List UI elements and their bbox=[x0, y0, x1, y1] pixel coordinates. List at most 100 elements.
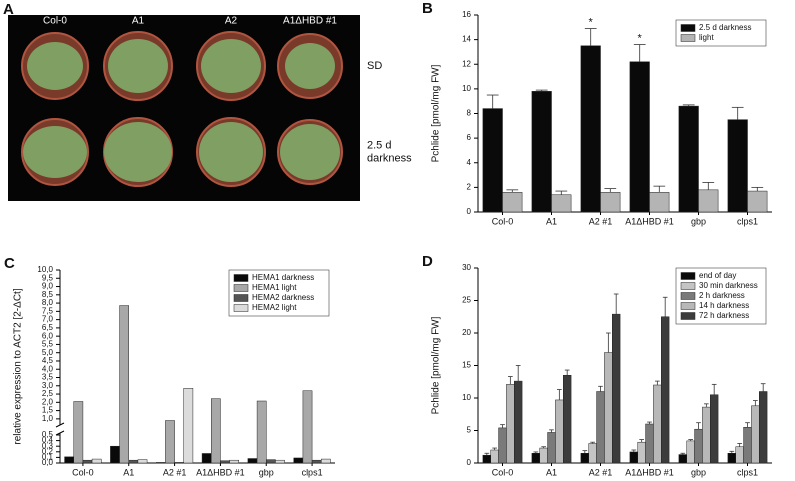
error-bar bbox=[486, 94, 499, 109]
bar bbox=[645, 423, 654, 464]
y-tick-label: 2 bbox=[467, 182, 472, 191]
bar bbox=[661, 316, 670, 464]
bar bbox=[201, 453, 212, 464]
bar bbox=[596, 391, 605, 464]
bar bbox=[137, 459, 148, 464]
bar bbox=[600, 192, 621, 213]
bar bbox=[759, 391, 768, 464]
bar bbox=[183, 388, 194, 464]
panel-letter: B bbox=[422, 0, 433, 17]
y-tick-label: 30 bbox=[462, 263, 471, 272]
y-tick-label: 0,3 bbox=[42, 441, 54, 450]
y-tick-label: 7,5 bbox=[42, 306, 54, 315]
error-bar bbox=[556, 389, 562, 400]
axis-break bbox=[55, 422, 65, 428]
bar bbox=[311, 459, 322, 464]
bar bbox=[91, 458, 102, 464]
bar bbox=[482, 454, 491, 464]
bar bbox=[551, 194, 572, 213]
bar bbox=[743, 427, 752, 464]
y-tick-label: 0,0 bbox=[42, 458, 54, 467]
legend-label: 30 min darkness bbox=[699, 281, 758, 290]
legend-label: 72 h darkness bbox=[699, 311, 749, 320]
bar bbox=[165, 420, 175, 464]
y-tick-label: 20 bbox=[462, 328, 471, 337]
column-label: A1 bbox=[132, 16, 145, 27]
legend-label: 2 h darkness bbox=[699, 291, 745, 300]
bar bbox=[266, 459, 276, 464]
y-tick-label: 14 bbox=[462, 35, 471, 44]
legend-swatch bbox=[680, 302, 696, 310]
bar bbox=[211, 398, 221, 464]
bar bbox=[156, 462, 166, 464]
bar bbox=[220, 460, 230, 464]
legend-swatch bbox=[680, 312, 696, 320]
bar bbox=[751, 405, 760, 464]
x-tick-label: A2 #1 bbox=[163, 467, 187, 477]
y-tick-label: 25 bbox=[462, 296, 471, 305]
y-tick-label: 2,0 bbox=[42, 397, 54, 406]
error-bar bbox=[729, 450, 735, 454]
row-label: darkness bbox=[367, 152, 412, 164]
y-tick-label: 3,5 bbox=[42, 373, 54, 382]
row-label: 2.5 d bbox=[367, 139, 391, 151]
bar bbox=[653, 384, 662, 464]
error-bar bbox=[633, 44, 646, 62]
bar bbox=[229, 459, 239, 464]
y-tick-label: 10,0 bbox=[37, 265, 53, 274]
y-tick-label: 0 bbox=[467, 458, 472, 467]
bar bbox=[64, 456, 75, 464]
y-tick-label: 7,0 bbox=[42, 315, 54, 324]
error-bar bbox=[760, 383, 766, 392]
x-tick-label: gbp bbox=[691, 216, 706, 226]
error-bar bbox=[631, 449, 637, 452]
bar bbox=[555, 399, 564, 464]
error-bar bbox=[598, 385, 603, 392]
bar bbox=[604, 352, 613, 464]
bar bbox=[735, 446, 744, 464]
row-label: SD bbox=[367, 60, 382, 72]
bar bbox=[678, 105, 699, 213]
error-bar bbox=[711, 383, 717, 395]
y-tick-label: 10 bbox=[462, 84, 471, 93]
error-bar bbox=[752, 400, 758, 406]
error-bar bbox=[688, 439, 694, 441]
y-axis-label: Pchlide [pmol/mg FW] bbox=[431, 316, 442, 414]
error-bar bbox=[647, 421, 652, 424]
error-bar bbox=[731, 106, 744, 120]
bar bbox=[82, 459, 93, 464]
x-tick-label: A1 bbox=[123, 467, 134, 477]
bar bbox=[563, 375, 572, 464]
bar bbox=[302, 390, 313, 464]
error-bar bbox=[613, 293, 619, 315]
x-tick-label: clps1 bbox=[737, 216, 758, 226]
y-axis-label: Pchlide [pmol/mg FW] bbox=[431, 64, 442, 162]
error-bar bbox=[533, 451, 539, 454]
panel-letter: A bbox=[3, 1, 14, 18]
error-bar bbox=[605, 332, 611, 353]
bar bbox=[256, 400, 267, 464]
bar bbox=[531, 453, 540, 464]
bar bbox=[698, 189, 719, 213]
x-tick-label: gbp bbox=[691, 467, 706, 477]
x-tick-label: Col-0 bbox=[492, 216, 514, 226]
x-tick-label: A1ΔHBD #1 bbox=[196, 467, 245, 477]
column-label: A1ΔHBD #1 bbox=[283, 16, 337, 27]
photo-panel: A bbox=[3, 1, 360, 201]
error-bar bbox=[564, 369, 570, 376]
error-bar bbox=[484, 452, 490, 456]
bar bbox=[727, 453, 736, 464]
legend-swatch bbox=[680, 34, 696, 42]
y-tick-label: 6 bbox=[467, 133, 472, 142]
legend-swatch bbox=[233, 274, 249, 282]
bar bbox=[490, 449, 499, 464]
y-tick-label: 4 bbox=[467, 158, 472, 167]
legend-swatch bbox=[233, 304, 249, 312]
legend-swatch bbox=[680, 24, 696, 32]
x-tick-label: A1 bbox=[546, 467, 557, 477]
bar bbox=[710, 394, 719, 464]
x-tick-label: A2 #1 bbox=[589, 467, 613, 477]
legend-label: HEMA1 light bbox=[252, 283, 297, 292]
bar bbox=[547, 432, 556, 464]
